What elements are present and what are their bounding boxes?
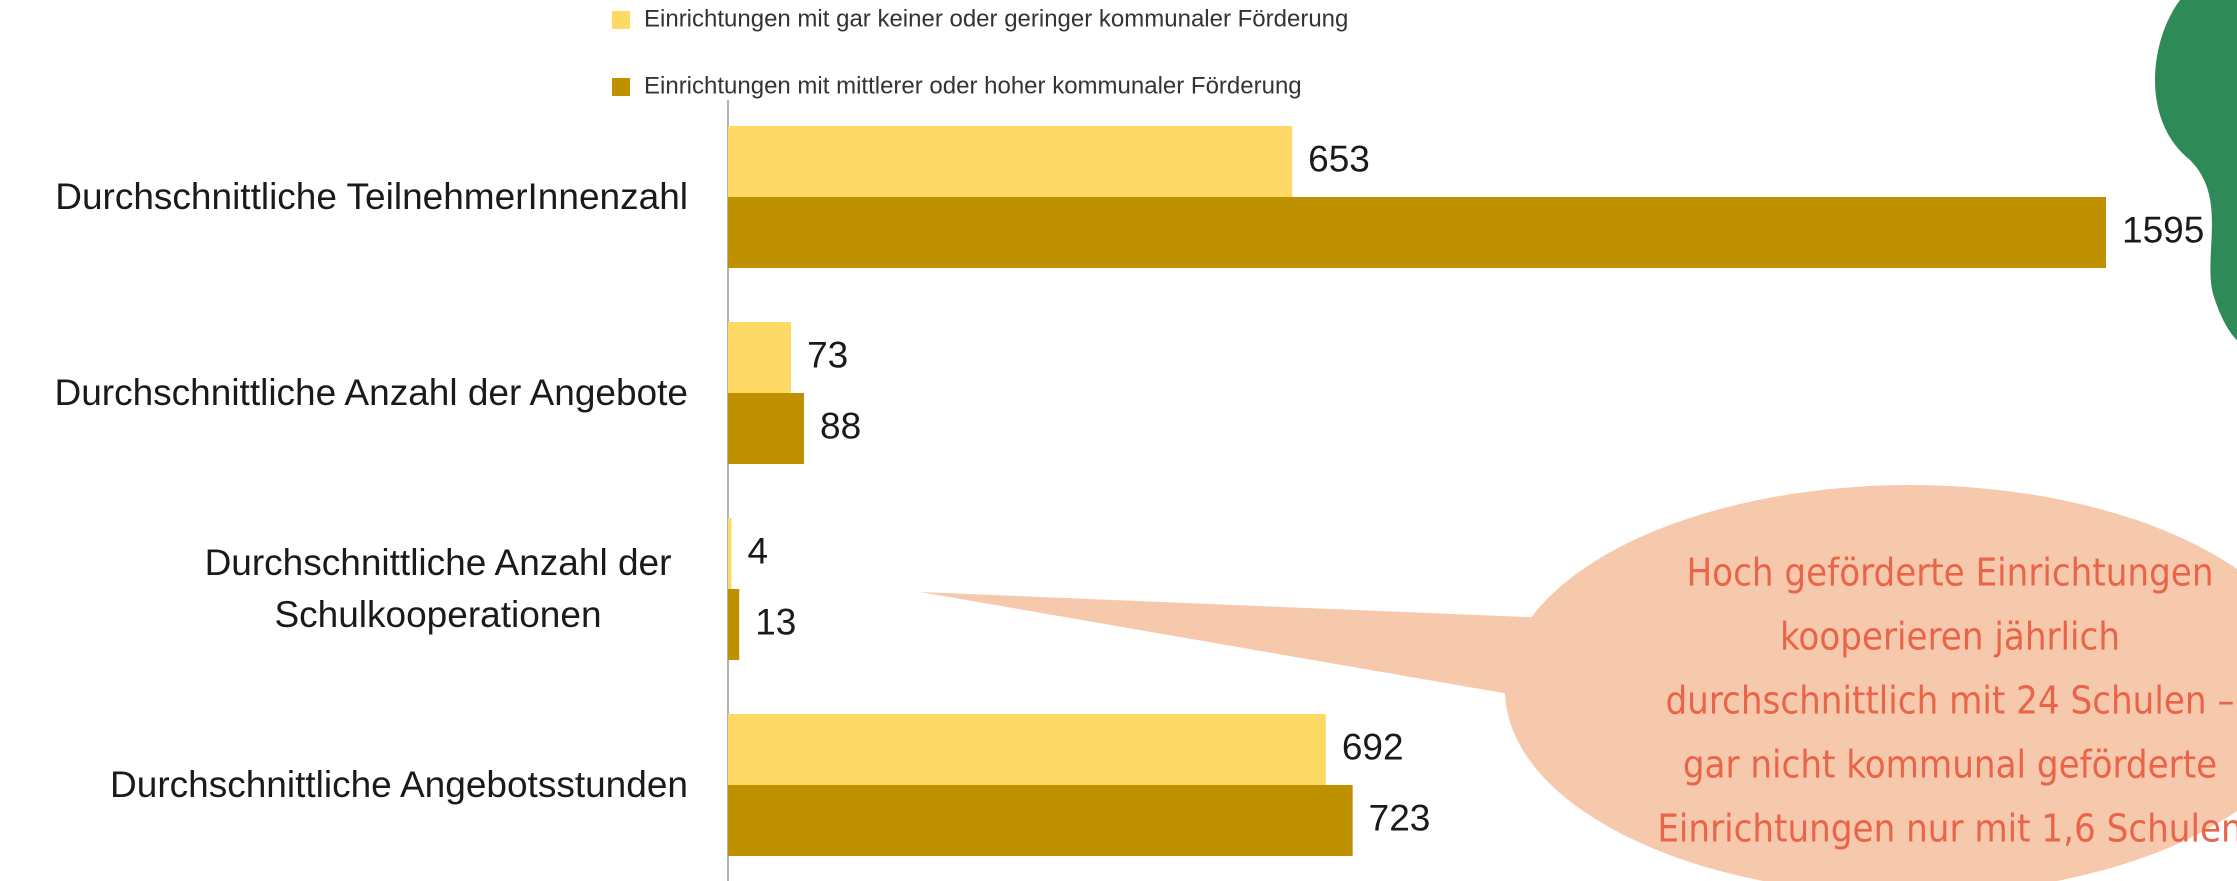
bar: [728, 393, 805, 464]
bar: [728, 714, 1326, 785]
legend-swatch: [612, 78, 630, 96]
bar: [728, 126, 1293, 197]
category-label: Durchschnittliche Anzahl der Schulkooper…: [204, 542, 672, 635]
value-label: 723: [1369, 797, 1431, 838]
legend-label: Einrichtungen mit gar keiner oder gering…: [644, 5, 1348, 32]
category-label: Durchschnittliche TeilnehmerInnenzahl: [55, 176, 688, 217]
value-label: 692: [1342, 726, 1404, 767]
callout-bubble: [1505, 485, 2237, 881]
value-label: 4: [747, 530, 768, 571]
callout-text: Einrichtungen nur mit 1,6 Schulen: [1657, 807, 2237, 851]
bar: [728, 785, 1353, 856]
bar: [728, 197, 2106, 268]
callout-text: Hoch geförderte Einrichtungen: [1686, 551, 2213, 595]
callout-pointer: [920, 592, 1550, 695]
legend-label: Einrichtungen mit mittlerer oder hoher k…: [644, 72, 1302, 99]
bar: [728, 589, 740, 660]
callout-text: kooperieren jährlich: [1780, 615, 2120, 659]
category-label: Durchschnittliche Angebotsstunden: [110, 764, 688, 805]
callout-text: durchschnittlich mit 24 Schulen –: [1665, 679, 2234, 723]
legend-swatch: [612, 11, 630, 29]
callout-text: gar nicht kommunal geförderte: [1683, 743, 2217, 787]
value-label: 73: [807, 334, 848, 375]
value-label: 1595: [2122, 209, 2204, 250]
value-label: 13: [755, 601, 796, 642]
value-label: 653: [1308, 138, 1370, 179]
bar: [728, 518, 732, 589]
decoration-blob: [2155, 0, 2237, 340]
value-label: 88: [820, 405, 861, 446]
bar: [728, 322, 792, 393]
category-label: Durchschnittliche Anzahl der Angebote: [54, 372, 688, 413]
